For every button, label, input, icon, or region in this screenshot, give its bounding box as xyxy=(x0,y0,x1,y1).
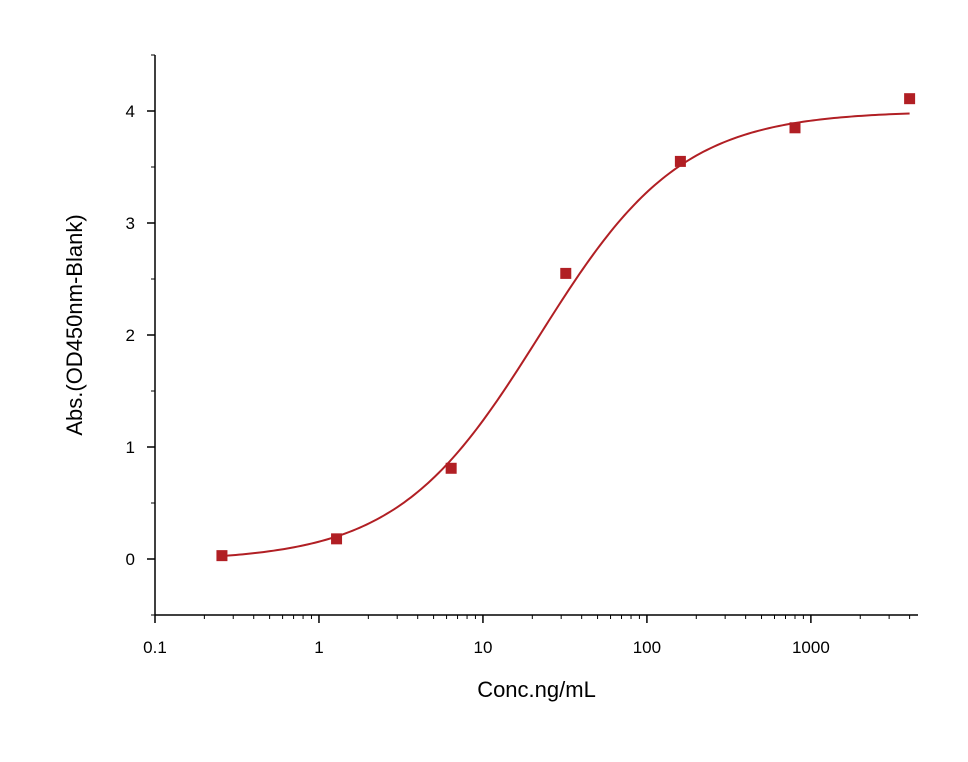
data-point xyxy=(445,462,457,474)
x-tick-label: 100 xyxy=(633,638,661,657)
data-point xyxy=(216,550,228,562)
data-point xyxy=(331,533,343,545)
y-tick-label: 2 xyxy=(126,326,135,345)
y-ticks: 0 1 2 3 4 xyxy=(126,54,155,616)
y-tick-label: 4 xyxy=(126,102,135,121)
x-tick-label: 10 xyxy=(473,638,492,657)
y-tick-label: 0 xyxy=(126,550,135,569)
x-tick-label: 1 xyxy=(314,638,323,657)
y-tick-label: 1 xyxy=(126,438,135,457)
y-tick-label: 3 xyxy=(126,214,135,233)
x-tick-label: 0.1 xyxy=(143,638,167,657)
data-point xyxy=(560,267,572,279)
data-point xyxy=(674,155,686,167)
x-axis-label: Conc.ng/mL xyxy=(477,677,596,702)
x-tick-label: 1000 xyxy=(792,638,830,657)
y-axis-label: Abs.(OD450nm-Blank) xyxy=(62,214,87,435)
x-ticks: 0.1 1 10 100 1000 xyxy=(143,615,911,657)
data-point xyxy=(789,122,801,134)
fit-curve xyxy=(221,112,910,558)
data-point xyxy=(904,93,916,105)
data-points xyxy=(216,93,916,562)
